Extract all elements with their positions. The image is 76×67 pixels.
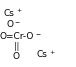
Text: +: + bbox=[49, 50, 55, 55]
Text: +: + bbox=[17, 8, 22, 13]
Text: Cs: Cs bbox=[36, 50, 47, 59]
Text: O=Cr-O: O=Cr-O bbox=[0, 32, 34, 41]
Text: −: − bbox=[14, 19, 20, 24]
Text: Cs: Cs bbox=[4, 9, 15, 18]
Text: O: O bbox=[12, 52, 19, 61]
Text: ||: || bbox=[14, 42, 19, 51]
Text: O: O bbox=[7, 20, 14, 29]
Text: −: − bbox=[36, 31, 41, 36]
